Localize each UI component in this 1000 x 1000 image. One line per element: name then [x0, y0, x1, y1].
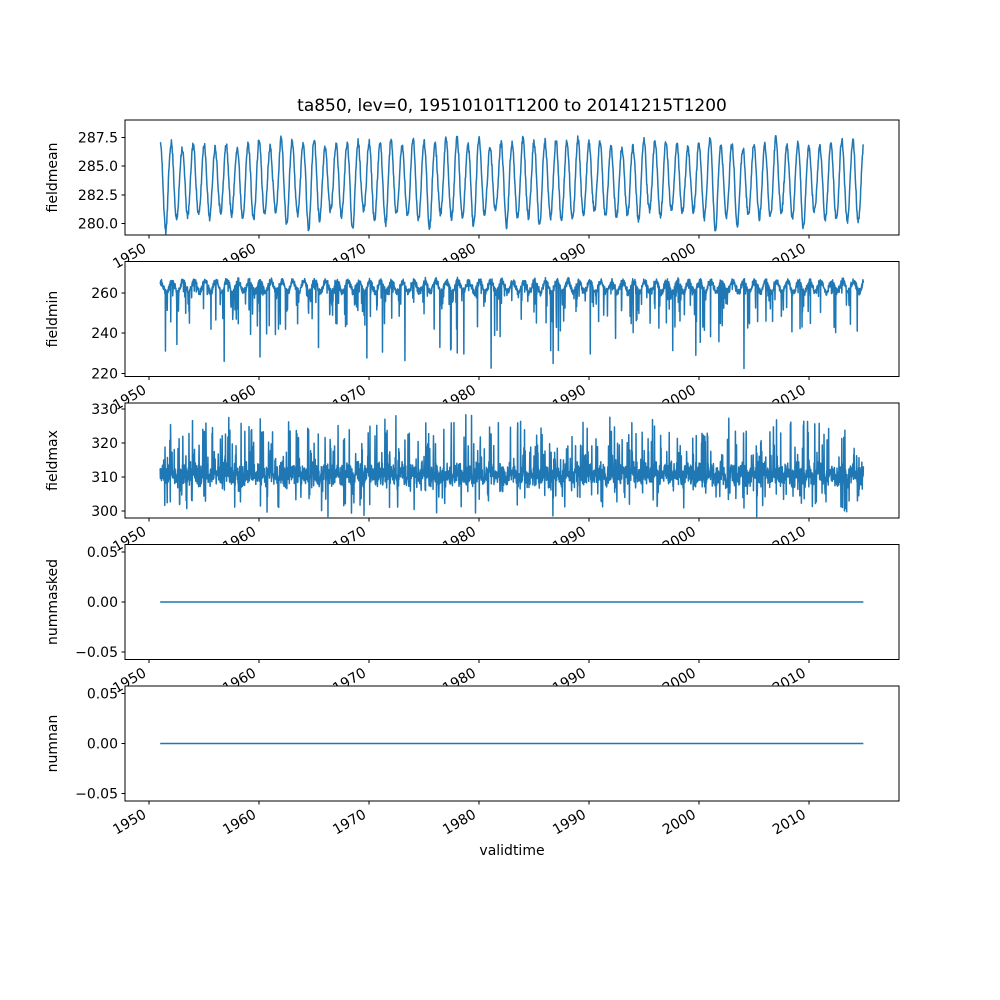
x-axis-label: validtime — [479, 843, 545, 859]
y-tick-label: 310 — [91, 470, 118, 486]
data-line-fieldmin — [159, 276, 865, 370]
x-tick-label: 1950 — [110, 807, 149, 839]
x-tick-label: 1970 — [330, 807, 369, 839]
x-tick-label: 2010 — [770, 807, 809, 839]
y-tick-label: 0.05 — [87, 545, 118, 561]
y-axis-label: fieldmean — [45, 143, 61, 213]
y-tick-label: 220 — [91, 366, 118, 382]
x-tick-label: 1960 — [220, 807, 259, 839]
x-tick-label: 2000 — [660, 807, 699, 839]
data-line-fieldmean — [159, 134, 865, 235]
axes-background — [125, 261, 899, 377]
axes-frame — [124, 261, 900, 377]
y-axis-label: fieldmax — [45, 430, 61, 491]
y-tick-label: 240 — [91, 326, 118, 342]
y-tick-label: 320 — [91, 436, 118, 452]
y-tick-label: 282.5 — [78, 188, 118, 204]
y-tick-label: 285.0 — [78, 159, 118, 175]
y-tick-label: 280.0 — [78, 217, 118, 233]
axes-background — [125, 120, 899, 235]
x-tick-label: 1980 — [440, 807, 479, 839]
y-tick-label: 330 — [91, 402, 118, 418]
y-tick-label: 0.00 — [87, 737, 118, 753]
subplot-numnan: −0.05 0.00 0.05 1950 1960 1970 1980 1990 2000 201… — [45, 685, 900, 839]
x-tick-label: 1990 — [550, 807, 589, 839]
y-axis-label: fieldmin — [45, 291, 61, 348]
plot-title: ta850, lev=0, 19510101T1200 to 20141215T… — [297, 96, 727, 116]
y-tick-label: 300 — [91, 504, 118, 520]
y-axis-label: numnan — [45, 715, 61, 773]
y-axis-label: nummasked — [45, 559, 61, 645]
data-line-fieldmax — [159, 413, 865, 518]
axes-frame — [124, 402, 900, 519]
axes-frame — [124, 119, 900, 236]
y-tick-label: 260 — [91, 286, 118, 302]
y-tick-label: 0.00 — [87, 595, 118, 611]
y-tick-label: −0.05 — [75, 787, 118, 803]
y-tick-label: −0.05 — [75, 645, 118, 661]
y-tick-label: 287.5 — [78, 130, 118, 146]
y-tick-label: 0.05 — [87, 687, 118, 703]
